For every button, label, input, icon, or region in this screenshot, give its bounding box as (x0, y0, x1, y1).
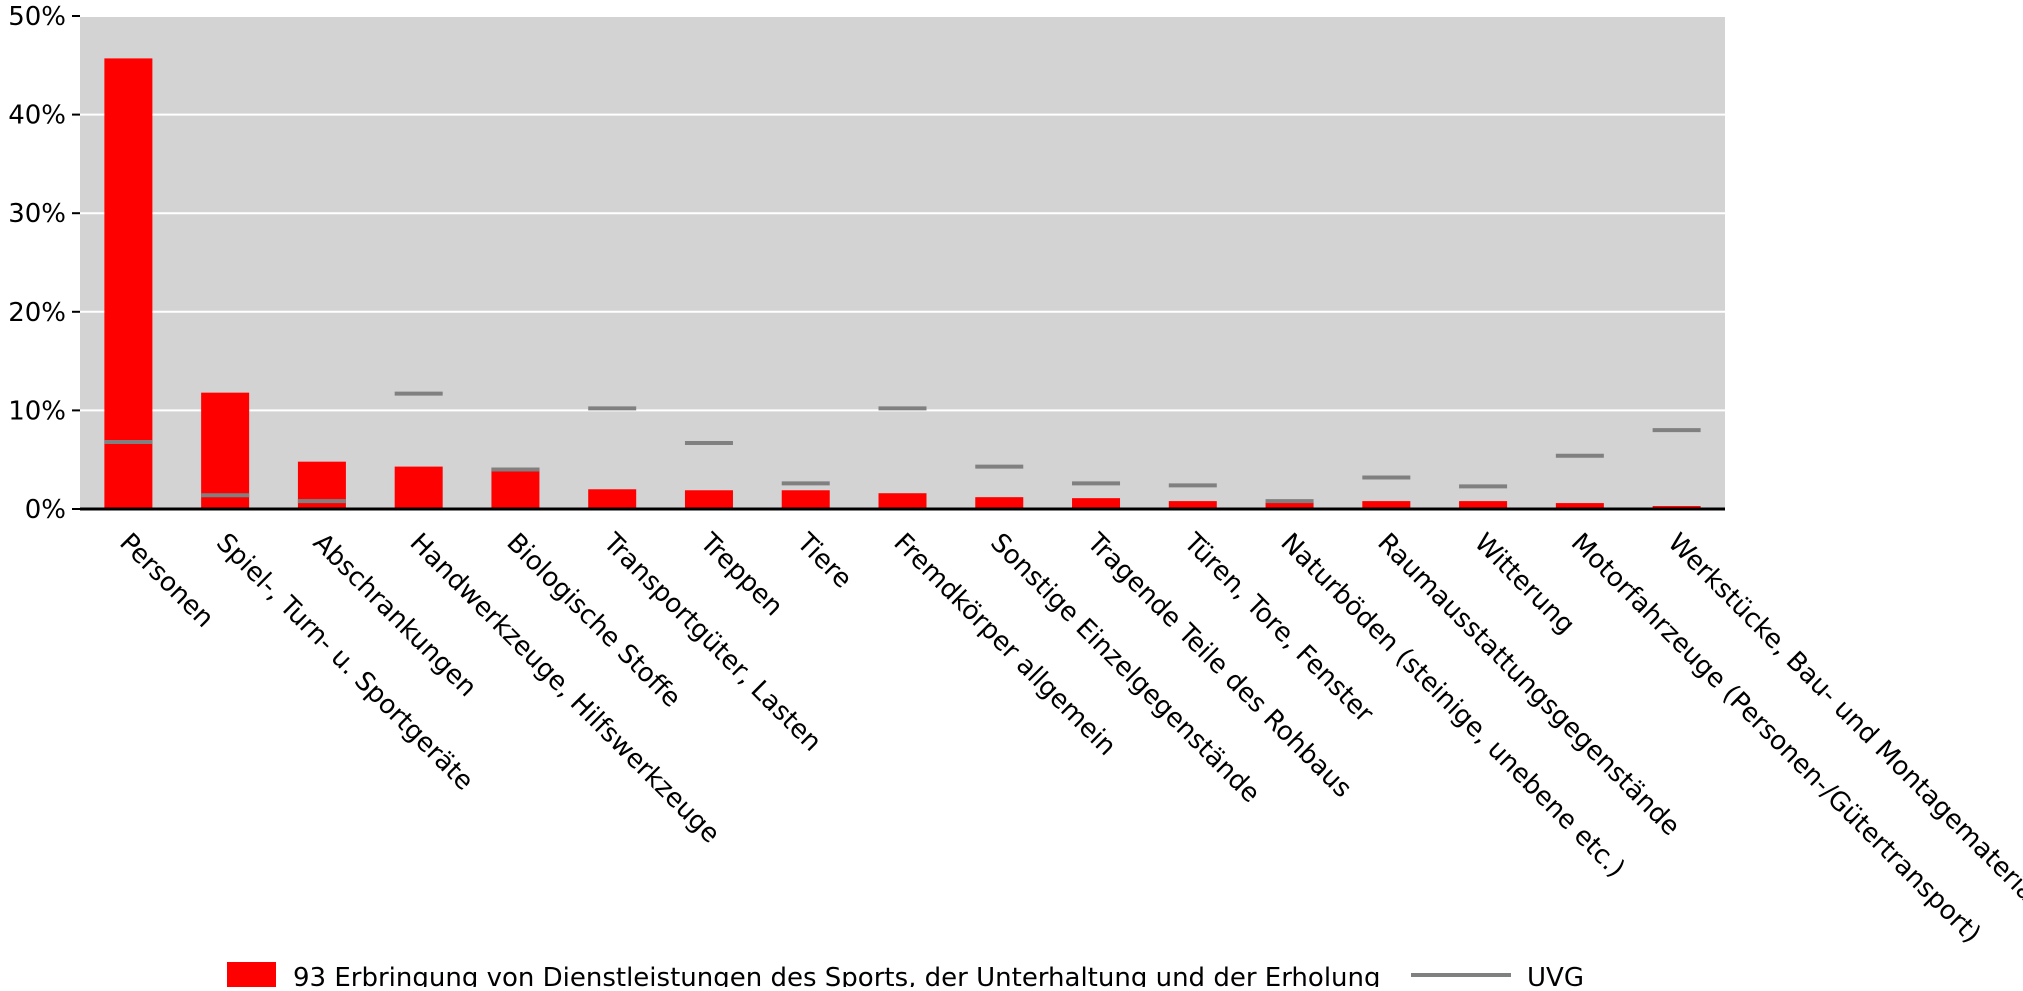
y-tick-label: 40% (8, 101, 66, 131)
y-tick-label: 30% (8, 199, 66, 229)
bar (1168, 501, 1217, 509)
bar (1072, 498, 1121, 509)
legend-label-uvg: UVG (1527, 963, 1584, 987)
x-tick-label: Abschrankungen (307, 528, 482, 703)
bar (684, 490, 733, 509)
y-tick-label: 20% (8, 298, 66, 328)
x-tick-label: Naturböden (steinige, unebene etc.) (1275, 528, 1631, 884)
x-tick-label: Werkstücke, Bau- und Montagematerialien (1662, 528, 2023, 941)
bar (781, 490, 830, 509)
bar (394, 466, 443, 509)
bar (1362, 501, 1411, 509)
x-tick-label: Türen, Tore, Fenster (1177, 527, 1379, 729)
bar (201, 392, 250, 509)
bar (1265, 502, 1314, 509)
gridlines (80, 15, 1725, 412)
bar-series (104, 58, 1701, 509)
y-tick-label: 50% (8, 2, 66, 32)
x-tick-label: Tiere (790, 527, 857, 594)
legend: 93 Erbringung von Dienstleistungen des S… (227, 962, 1584, 991)
y-tick-label: 0% (25, 495, 66, 525)
x-tick-label: Biologische Stoffe (500, 528, 686, 714)
y-tick-label: 10% (8, 396, 66, 426)
legend-label-bar-series: 93 Erbringung von Dienstleistungen des S… (293, 963, 1381, 987)
plot-area (80, 16, 1725, 509)
x-tick-label: Treppen (693, 527, 788, 622)
bar (1459, 501, 1508, 509)
bar (1555, 503, 1604, 509)
bar (588, 489, 637, 509)
legend-swatch-bar (227, 962, 276, 990)
x-tick-label: Motorfahrzeuge (Personen-/Gütertransport… (1565, 528, 1987, 950)
bar (491, 467, 540, 509)
bar (104, 58, 153, 509)
bar (975, 497, 1024, 509)
x-tick-label: Personen (113, 528, 219, 634)
uvg-series (104, 391, 1701, 504)
bar (878, 493, 927, 509)
y-axis: 0% 10% 20% 30% 40% 50% (8, 2, 80, 525)
